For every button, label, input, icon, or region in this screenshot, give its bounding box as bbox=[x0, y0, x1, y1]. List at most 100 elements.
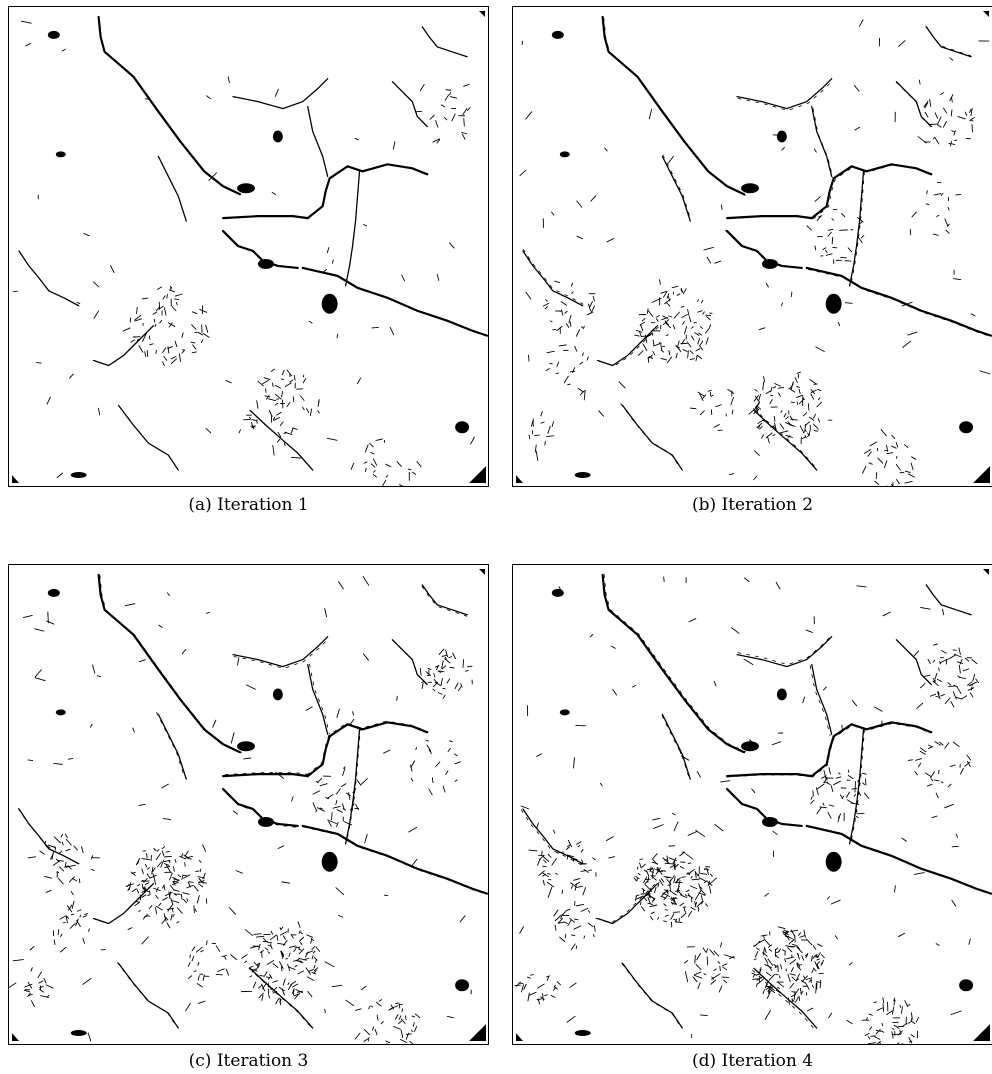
filled-blob bbox=[55, 151, 66, 158]
clutter-segment bbox=[427, 667, 432, 671]
clutter-segment bbox=[853, 793, 857, 797]
clutter-segment bbox=[144, 351, 147, 357]
clutter-segment bbox=[949, 654, 957, 659]
network-line bbox=[601, 15, 746, 196]
filled-blob bbox=[574, 472, 591, 479]
clutter-segment bbox=[269, 974, 273, 979]
clutter-segment bbox=[789, 982, 795, 989]
clutter-segment bbox=[763, 376, 766, 383]
clutter-segment bbox=[657, 882, 660, 888]
clutter-segment bbox=[699, 345, 704, 351]
clutter-segment bbox=[866, 1017, 868, 1021]
scatter-dash bbox=[902, 340, 912, 348]
clutter-segment bbox=[687, 895, 694, 899]
clutter-segment bbox=[705, 948, 709, 953]
clutter-segment bbox=[326, 793, 334, 799]
clutter-segment bbox=[251, 968, 256, 973]
clutter-segment bbox=[799, 987, 802, 996]
clutter-segment bbox=[556, 361, 560, 367]
clutter-segment bbox=[547, 872, 551, 875]
clutter-segment bbox=[955, 696, 963, 700]
scatter-dash bbox=[12, 959, 24, 962]
clutter-segment bbox=[690, 407, 697, 410]
corner-mark bbox=[515, 1033, 523, 1042]
clutter-segment bbox=[835, 776, 842, 779]
scatter-dash bbox=[648, 108, 653, 120]
clutter-segment bbox=[537, 858, 541, 866]
clutter-segment bbox=[802, 436, 806, 439]
clutter-segment bbox=[760, 934, 768, 937]
clutter-segment bbox=[950, 109, 953, 117]
scatter-dash bbox=[185, 1003, 191, 1012]
scatter-dash bbox=[841, 724, 844, 733]
clutter-segment bbox=[674, 921, 683, 923]
clutter-segment bbox=[650, 911, 655, 914]
clutter-segment bbox=[880, 1030, 885, 1033]
scatter-dash bbox=[525, 291, 532, 300]
clutter-segment bbox=[196, 895, 200, 904]
clutter-segment bbox=[580, 907, 589, 912]
clutter-segment bbox=[449, 91, 452, 96]
clutter-segment bbox=[547, 853, 552, 858]
scatter-dash bbox=[720, 204, 723, 210]
clutter-segment bbox=[267, 951, 271, 954]
clutter-segment bbox=[258, 984, 263, 989]
clutter-segment bbox=[640, 893, 649, 895]
scatter-dash bbox=[573, 757, 575, 769]
clutter-segment bbox=[162, 361, 165, 367]
clutter-segment bbox=[272, 986, 278, 992]
clutter-segment bbox=[794, 377, 798, 383]
scatter-dash bbox=[243, 757, 252, 760]
clutter-segment bbox=[688, 316, 692, 323]
clutter-segment bbox=[52, 861, 60, 866]
clutter-segment bbox=[910, 1012, 913, 1020]
clutter-segment bbox=[780, 964, 783, 970]
clutter-segment bbox=[655, 315, 660, 318]
clutter-segment bbox=[37, 971, 42, 979]
scatter-dash bbox=[894, 885, 896, 893]
scatter-dash bbox=[658, 279, 661, 285]
clutter-segment bbox=[937, 124, 942, 128]
clutter-segment bbox=[38, 980, 44, 984]
scatter-dash bbox=[968, 938, 971, 945]
clutter-segment bbox=[388, 1008, 393, 1011]
clutter-segment bbox=[772, 434, 776, 436]
clutter-segment bbox=[756, 975, 764, 981]
filled-blob bbox=[559, 709, 570, 716]
clutter-segment bbox=[30, 1000, 35, 1008]
clutter-segment bbox=[191, 955, 195, 962]
clutter-segment bbox=[270, 987, 273, 991]
clutter-segment bbox=[269, 934, 277, 941]
clutter-segment bbox=[466, 106, 471, 111]
scatter-dash bbox=[651, 297, 662, 303]
scatter-dash bbox=[815, 346, 825, 352]
clutter-segment bbox=[30, 967, 33, 972]
scatter-dash bbox=[606, 238, 615, 243]
clutter-segment bbox=[554, 915, 562, 922]
scatter-dash bbox=[338, 581, 344, 590]
clutter-segment bbox=[267, 941, 273, 944]
clutter-segment bbox=[692, 976, 698, 983]
clutter-segment bbox=[814, 961, 819, 970]
clutter-segment bbox=[81, 846, 84, 854]
clutter-segment bbox=[797, 932, 802, 936]
clutter-segment bbox=[583, 869, 589, 873]
network-line bbox=[810, 163, 933, 220]
network-fragment bbox=[233, 638, 329, 669]
clutter-segment bbox=[298, 948, 302, 951]
clutter-segment bbox=[161, 846, 166, 850]
clutter-segment bbox=[59, 915, 66, 920]
clutter-segment bbox=[895, 479, 900, 485]
clutter-segment bbox=[658, 342, 662, 344]
clutter-segment bbox=[679, 902, 685, 907]
scatter-dash bbox=[132, 727, 135, 733]
clutter-segment bbox=[785, 422, 791, 426]
scatter-dash bbox=[34, 628, 45, 632]
network-fragment bbox=[603, 574, 746, 753]
clutter-segment bbox=[580, 848, 584, 853]
scatter-dash bbox=[743, 658, 754, 666]
clutter-segment bbox=[785, 434, 793, 438]
clutter-segment bbox=[39, 850, 45, 855]
clutter-segment bbox=[155, 894, 159, 899]
scatter-dash bbox=[830, 899, 841, 905]
